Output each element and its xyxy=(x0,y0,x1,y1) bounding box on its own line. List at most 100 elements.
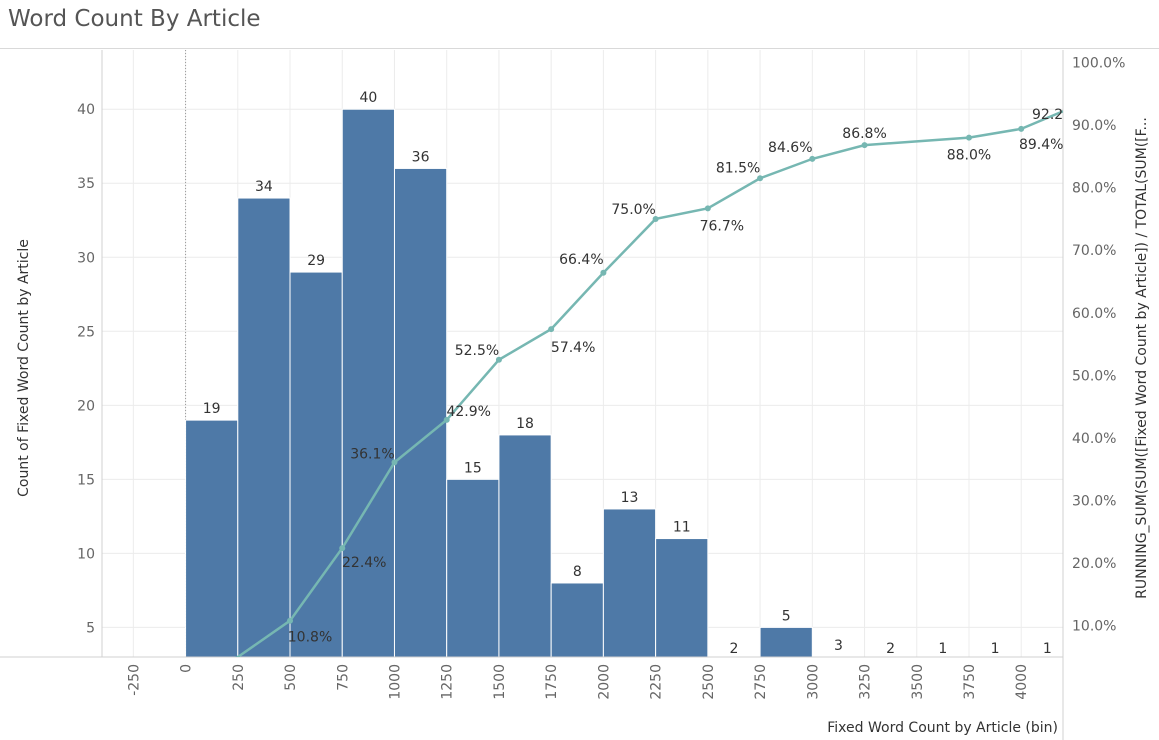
histogram-bar xyxy=(446,478,500,657)
bar-value-label: 34 xyxy=(255,179,273,195)
y2-tick-label: 100.0% xyxy=(1072,56,1125,72)
running-sum-point xyxy=(287,617,294,624)
x-tick-label: 250 xyxy=(231,664,247,691)
running-sum-label: 76.7% xyxy=(700,218,744,234)
y2-tick-label: 20.0% xyxy=(1072,556,1116,572)
bar-value-label: 1 xyxy=(938,641,947,657)
y2-tick-label: 40.0% xyxy=(1072,431,1116,447)
x-tick-label: 0 xyxy=(179,664,195,673)
histogram-bar xyxy=(237,197,291,657)
y-tick-label: 15 xyxy=(77,472,95,488)
histogram-bar xyxy=(759,626,813,657)
running-sum-label: 57.4% xyxy=(551,340,595,356)
y2-tick-label: 80.0% xyxy=(1072,181,1116,197)
y-tick-label: 10 xyxy=(77,546,95,562)
title-divider xyxy=(0,48,1159,49)
running-sum-point xyxy=(1018,125,1025,132)
y-tick-label: 25 xyxy=(77,324,95,340)
running-sum-line xyxy=(235,110,1063,657)
running-sum-label: 92.2 xyxy=(1032,107,1063,123)
bar-value-label: 18 xyxy=(516,416,534,432)
chart-title: Word Count By Article xyxy=(8,6,261,32)
y-tick-label: 5 xyxy=(86,620,95,636)
bar-value-label: 11 xyxy=(673,520,691,536)
y-tick-label: 35 xyxy=(77,176,95,192)
running-sum-point xyxy=(809,155,816,162)
running-sum-label: 84.6% xyxy=(768,140,812,156)
y-axis-title: Count of Fixed Word Count by Article xyxy=(16,239,32,497)
running-sum-label: 42.9% xyxy=(446,404,490,420)
x-tick-label: 2500 xyxy=(701,664,717,700)
x-axis-title: Fixed Word Count by Article (bin) xyxy=(827,720,1058,736)
bar-value-label: 8 xyxy=(573,564,582,580)
y2-tick-label: 70.0% xyxy=(1072,243,1116,259)
running-sum-label: 89.4% xyxy=(1019,137,1063,153)
histogram-bar xyxy=(655,538,709,657)
running-sum-point xyxy=(495,356,502,363)
bar-value-label: 15 xyxy=(464,460,482,476)
running-sum-point xyxy=(652,215,659,222)
x-tick-label: -250 xyxy=(126,664,142,696)
x-tick-label: 1250 xyxy=(440,664,456,700)
running-sum-label: 10.8% xyxy=(288,630,332,646)
bar-value-label: 5 xyxy=(782,608,791,624)
running-sum-point xyxy=(757,175,764,182)
y2-tick-label: 90.0% xyxy=(1072,118,1116,134)
running-sum-point xyxy=(443,416,450,423)
x-tick-label: 3500 xyxy=(910,664,926,700)
bar-value-label: 13 xyxy=(621,490,639,506)
running-sum-label: 22.4% xyxy=(342,555,386,571)
running-sum-label: 75.0% xyxy=(611,202,655,218)
running-sum-point xyxy=(600,269,607,276)
bar-value-label: 3 xyxy=(834,638,843,654)
x-tick-label: 3750 xyxy=(962,664,978,700)
x-tick-label: 3000 xyxy=(805,664,821,700)
running-sum-label: 88.0% xyxy=(947,148,991,164)
bar-value-label: 36 xyxy=(412,149,430,165)
histogram-bar xyxy=(550,582,604,657)
x-tick-label: 2000 xyxy=(596,664,612,700)
x-tick-label: 1750 xyxy=(544,664,560,700)
bar-value-label: 29 xyxy=(307,253,325,269)
histogram-bar xyxy=(289,271,343,657)
running-sum-point xyxy=(704,205,711,212)
bar-value-label: 1 xyxy=(1043,641,1052,657)
bar-value-label: 2 xyxy=(886,641,895,657)
y2-axis-title: RUNNING_SUM(SUM([Fixed Word Count by Art… xyxy=(1134,117,1150,599)
histogram-bar xyxy=(185,419,239,657)
histogram-bar xyxy=(498,434,552,657)
y2-tick-label: 30.0% xyxy=(1072,494,1116,510)
running-sum-label: 52.5% xyxy=(455,343,499,359)
y2-tick-label: 10.0% xyxy=(1072,619,1116,635)
running-sum-label: 81.5% xyxy=(716,160,760,176)
histogram-bar xyxy=(341,108,395,657)
y2-tick-label: 60.0% xyxy=(1072,306,1116,322)
y-tick-label: 40 xyxy=(77,102,95,118)
bar-value-label: 19 xyxy=(203,401,221,417)
bar-value-label: 2 xyxy=(730,641,739,657)
running-sum-label: 36.1% xyxy=(350,446,394,462)
x-tick-label: 2750 xyxy=(753,664,769,700)
histogram-bar xyxy=(393,167,448,657)
x-tick-label: 2250 xyxy=(649,664,665,700)
running-sum-point xyxy=(548,326,555,333)
running-sum-point xyxy=(965,134,972,141)
x-tick-label: 750 xyxy=(335,664,351,691)
x-tick-label: 1500 xyxy=(492,664,508,700)
x-tick-label: 4000 xyxy=(1014,664,1030,700)
x-tick-label: 1000 xyxy=(387,664,403,700)
bar-value-label: 1 xyxy=(991,641,1000,657)
running-sum-label: 66.4% xyxy=(559,252,603,268)
bar-value-label: 40 xyxy=(359,90,377,106)
x-tick-label: 3250 xyxy=(858,664,874,700)
running-sum-point xyxy=(391,459,398,466)
running-sum-point xyxy=(861,142,868,149)
histogram-bar xyxy=(602,508,657,657)
y2-tick-label: 50.0% xyxy=(1072,368,1116,384)
y-tick-label: 30 xyxy=(77,250,95,266)
running-sum-point xyxy=(339,545,346,552)
x-tick-label: 500 xyxy=(283,664,299,691)
running-sum-label: 86.8% xyxy=(842,126,886,142)
